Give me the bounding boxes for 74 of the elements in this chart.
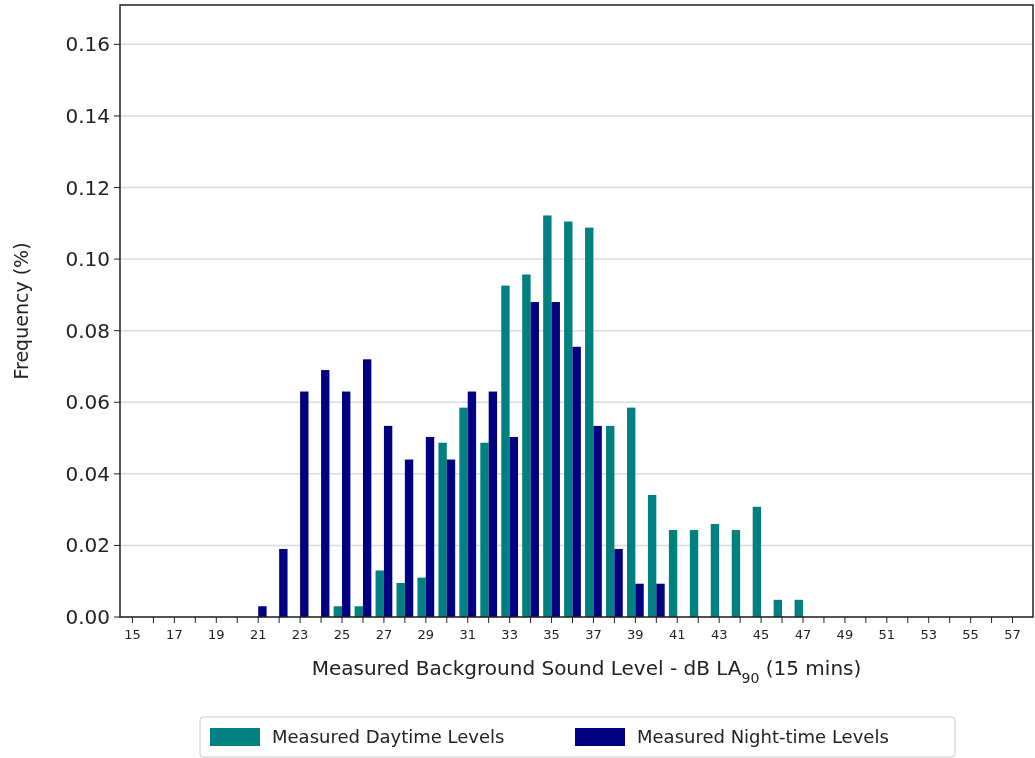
bar xyxy=(258,606,267,617)
bar xyxy=(614,549,623,617)
y-tick-label: 0.16 xyxy=(65,32,110,57)
x-tick-label: 41 xyxy=(668,627,686,642)
bar xyxy=(626,407,636,617)
bar xyxy=(731,530,741,617)
y-tick-label: 0.12 xyxy=(65,175,110,200)
bar xyxy=(300,391,309,617)
x-tick-label: 45 xyxy=(752,627,770,642)
y-axis-title: Frequency (%) xyxy=(10,242,32,380)
x-tick-label: 17 xyxy=(166,627,183,642)
y-tick-label: 0.08 xyxy=(65,318,110,343)
x-tick-label: 53 xyxy=(920,627,937,642)
bar xyxy=(279,549,288,617)
x-tick-label: 23 xyxy=(291,627,309,642)
bar xyxy=(593,425,602,617)
bar xyxy=(342,391,351,617)
x-tick-label: 39 xyxy=(627,627,644,642)
bar xyxy=(467,391,477,617)
bar xyxy=(551,302,560,617)
bar xyxy=(710,523,720,617)
x-tick-label: 35 xyxy=(543,627,560,642)
x-tick-label: 27 xyxy=(375,627,393,642)
bar xyxy=(585,227,594,617)
x-axis-title: Measured Background Sound Level - dB LA$_{90}$ (15 mins) xyxy=(311,656,862,686)
bar xyxy=(438,442,447,617)
legend-label: Measured Night-time Levels xyxy=(637,726,889,748)
x-tick-label: 21 xyxy=(249,627,267,642)
bar xyxy=(362,359,372,617)
bar xyxy=(383,425,393,617)
bar xyxy=(606,425,615,617)
bar xyxy=(543,215,552,617)
bar xyxy=(635,583,644,617)
y-tick-label: 0.04 xyxy=(65,461,110,486)
legend-label: Measured Daytime Levels xyxy=(272,726,505,748)
x-tick-label: 57 xyxy=(1004,627,1021,642)
bar xyxy=(530,302,539,617)
x-tick-label: 33 xyxy=(501,627,518,642)
x-tick-label: 43 xyxy=(710,627,728,642)
x-tick-label: 47 xyxy=(794,627,812,642)
x-tick-label: 55 xyxy=(962,627,979,642)
x-tick-label: 37 xyxy=(585,627,602,642)
bar xyxy=(689,530,699,617)
bar xyxy=(417,577,426,617)
bar xyxy=(446,459,456,617)
bar xyxy=(572,346,581,617)
bar xyxy=(459,407,468,617)
bar xyxy=(522,274,531,617)
y-tick-label: 0.14 xyxy=(65,103,110,128)
x-tick-label: 31 xyxy=(459,627,477,642)
bar xyxy=(656,583,665,617)
bar xyxy=(404,459,414,617)
y-tick-label: 0.06 xyxy=(65,390,110,415)
y-tick-label: 0.00 xyxy=(65,605,110,629)
x-tick-label: 19 xyxy=(208,627,225,642)
x-tick-label: 51 xyxy=(878,627,896,642)
y-tick-label: 0.10 xyxy=(65,247,110,272)
bar xyxy=(480,442,489,617)
bar xyxy=(375,570,384,617)
bar xyxy=(396,583,405,617)
bar xyxy=(425,436,435,617)
bar xyxy=(321,370,330,617)
bar xyxy=(752,506,762,617)
bar xyxy=(647,494,657,617)
bar xyxy=(501,285,510,617)
y-tick-label: 0.02 xyxy=(65,533,110,558)
x-tick-label: 49 xyxy=(836,627,854,642)
x-tick-label: 29 xyxy=(417,627,435,642)
bar xyxy=(509,436,519,617)
bar xyxy=(564,221,573,617)
x-tick-label: 15 xyxy=(124,627,141,642)
bar xyxy=(488,391,498,617)
x-tick-label: 25 xyxy=(333,627,351,642)
bar xyxy=(668,530,678,617)
